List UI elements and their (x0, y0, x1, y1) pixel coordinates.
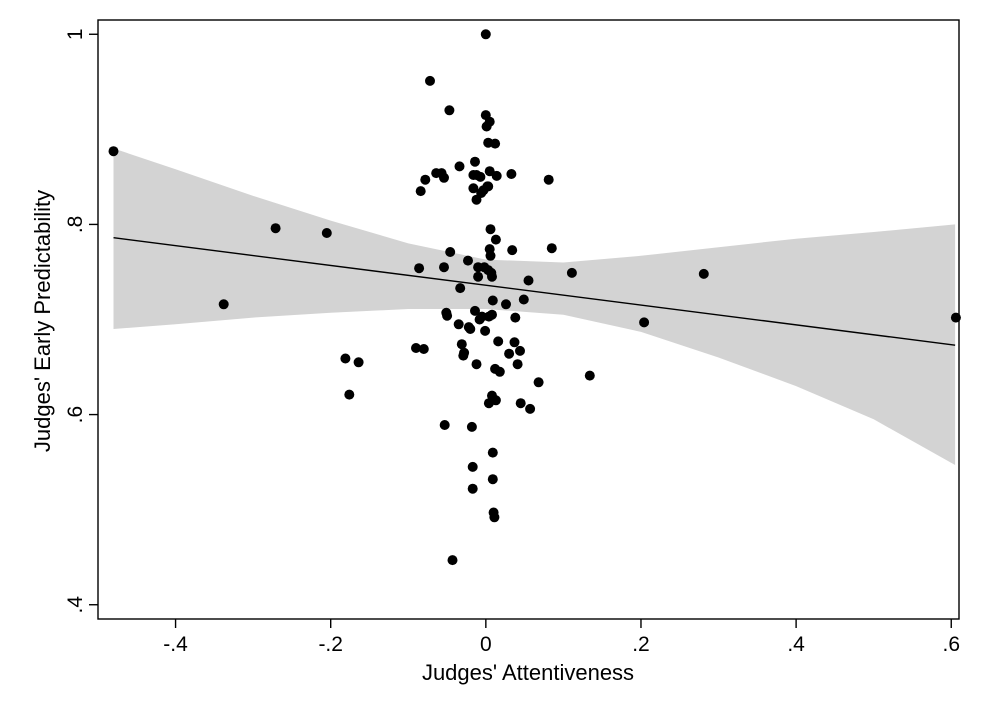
data-point (270, 223, 281, 234)
data-point (483, 181, 494, 192)
data-point (447, 555, 458, 566)
data-point (108, 146, 119, 157)
data-point (466, 421, 477, 432)
data-point (453, 319, 464, 330)
scatter-points-layer (108, 29, 961, 566)
data-point (467, 461, 478, 472)
x-tick-label: .2 (632, 633, 650, 656)
data-point (463, 255, 473, 266)
data-point (340, 353, 351, 364)
data-point (507, 245, 518, 256)
data-point (487, 447, 498, 458)
data-point (639, 317, 650, 328)
data-point (566, 267, 577, 278)
x-tick-label: -.2 (318, 633, 343, 656)
plot-frame (97, 19, 960, 620)
data-point (468, 183, 479, 194)
x-tick-label: 0 (480, 633, 492, 656)
data-point (445, 247, 456, 257)
data-point (455, 283, 466, 294)
data-point (506, 169, 517, 179)
data-point (584, 370, 595, 381)
data-point (493, 336, 504, 347)
data-point (480, 325, 491, 336)
data-point (418, 344, 429, 354)
data-point (321, 228, 332, 238)
data-point (471, 359, 482, 370)
y-tick-label: .8 (64, 216, 87, 234)
data-point (518, 294, 529, 305)
data-point (415, 186, 426, 197)
data-point (414, 263, 425, 274)
x-axis: -.4 -.2 0 .2 .4 .6 (163, 619, 960, 656)
data-point (698, 268, 709, 279)
data-point (512, 359, 523, 370)
data-point (487, 309, 497, 320)
data-point (480, 29, 491, 40)
data-point (218, 299, 229, 310)
x-tick-label: .6 (942, 633, 960, 656)
data-point (439, 172, 449, 183)
data-point (489, 512, 500, 523)
data-point (490, 234, 501, 245)
data-point (425, 75, 435, 86)
confidence-band (113, 148, 956, 465)
data-point (475, 171, 486, 182)
data-point (420, 174, 431, 185)
data-point (353, 357, 364, 368)
data-point (523, 275, 534, 286)
y-tick-label: 1 (64, 28, 87, 40)
data-point (485, 250, 496, 261)
data-point (543, 174, 554, 185)
data-point (442, 310, 453, 321)
data-point (491, 170, 502, 181)
fit-line (113, 237, 956, 346)
data-point (470, 305, 480, 316)
y-tick-label: .4 (64, 596, 87, 614)
data-point (546, 243, 557, 254)
data-point (485, 224, 496, 235)
data-point (456, 339, 467, 350)
data-point (525, 403, 536, 414)
data-point (484, 116, 495, 127)
data-point (459, 347, 470, 358)
data-point (439, 420, 450, 430)
data-point (439, 262, 449, 273)
y-axis: .4 .6 .8 1 (64, 28, 98, 613)
data-point (509, 337, 520, 348)
data-point (494, 366, 505, 377)
confidence-band-layer (113, 148, 956, 465)
data-point (470, 156, 480, 167)
data-point (533, 377, 544, 388)
data-point (465, 324, 476, 334)
data-point (344, 389, 355, 400)
data-point (501, 299, 511, 310)
data-point (487, 474, 498, 485)
data-point (487, 295, 498, 306)
data-point (467, 483, 478, 494)
y-tick-label: .6 (64, 406, 87, 424)
data-point (484, 166, 495, 177)
data-point (490, 138, 501, 149)
x-tick-label: .4 (787, 633, 805, 656)
data-point (473, 271, 484, 282)
data-point (477, 311, 487, 322)
data-point (515, 398, 526, 409)
data-point (510, 312, 521, 323)
x-tick-label: -.4 (163, 633, 188, 656)
data-point (454, 161, 465, 172)
data-point (444, 105, 455, 116)
x-axis-label: Judges' Attentiveness (422, 660, 634, 685)
fit-line-layer (113, 237, 956, 346)
y-axis-label: Judges' Early Predictability (30, 190, 55, 452)
data-point (504, 348, 515, 359)
data-point (515, 345, 525, 356)
data-point (487, 271, 497, 282)
data-point (411, 343, 421, 353)
data-point (490, 395, 501, 406)
